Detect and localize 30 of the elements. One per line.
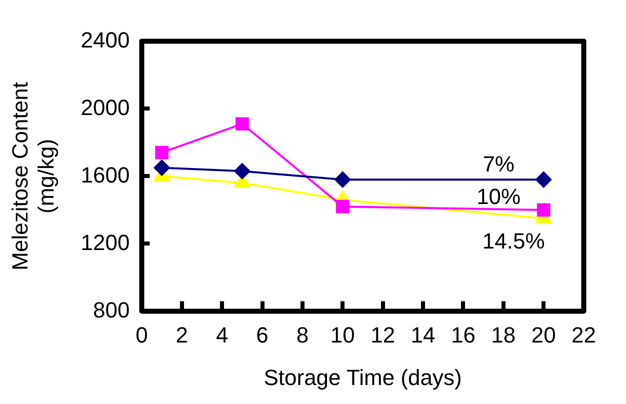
series-label: 7%	[482, 152, 514, 177]
point	[234, 163, 250, 180]
point	[336, 200, 350, 214]
x-tick-label: 6	[256, 322, 268, 348]
x-tick-label: 8	[296, 322, 309, 348]
point	[334, 172, 351, 188]
y-tick-label: 1200	[80, 230, 130, 255]
y-axis-title: Melezitose Content (mg/kg)	[7, 82, 59, 270]
series-label: 10%	[476, 184, 521, 210]
point	[536, 203, 550, 217]
x-tick-label: 12	[370, 322, 396, 348]
x-tick-label: 0	[136, 322, 148, 348]
x-tick-label: 22	[572, 322, 596, 348]
x-tick-label: 4	[216, 322, 228, 348]
y-tick-label: 1600	[80, 162, 130, 188]
x-tick-label: 14	[410, 322, 436, 348]
point	[236, 117, 249, 131]
series-label: 14.5%	[482, 228, 545, 254]
point	[154, 160, 170, 176]
x-tick-label: 20	[531, 322, 556, 348]
point	[536, 172, 552, 188]
x-tick-label: 18	[491, 322, 516, 348]
point	[155, 146, 168, 160]
x-axis-title: Storage Time (days)	[264, 364, 462, 390]
x-tick-label: 10	[330, 322, 355, 348]
y-tick-label: 2000	[80, 94, 130, 120]
y-tick-label: 800	[93, 297, 130, 322]
x-tick-label: 16	[450, 322, 476, 348]
x-tick-label: 2	[176, 322, 188, 348]
y-tick-label: 2400	[80, 27, 130, 52]
